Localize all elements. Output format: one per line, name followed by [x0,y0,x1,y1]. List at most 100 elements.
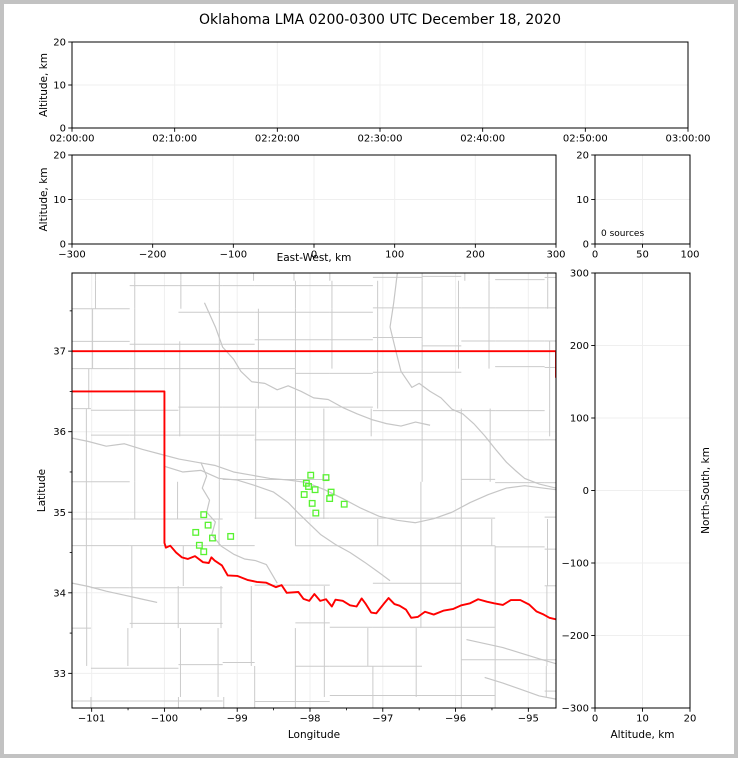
tick-labels: 0 50 100 0 10 20 [576,151,699,261]
lma-source-marker [300,491,308,498]
x-tick-label: 200 [466,250,485,261]
y-tick-label: −100 [562,559,589,570]
county-boundaries [72,273,556,708]
lma-source-marker [305,483,312,490]
y-tick-label: 20 [53,151,66,162]
ylabel-latitude: Latitude [36,468,48,513]
y-tick-label: 300 [570,269,589,280]
y-tick-label: 20 [53,38,66,49]
grid-lines [595,273,690,708]
x-tick-label: 03:00:00 [666,134,711,145]
lma-source-marker [327,488,335,496]
x-tick-label: 0 [592,250,598,261]
alt-histogram-panel: 0 50 100 0 10 20 [576,151,699,261]
x-tick-label: −101 [78,714,105,725]
y-tick-label: 100 [570,414,589,425]
x-tick-label: 02:50:00 [563,134,608,145]
y-tick-label: 36 [53,427,66,438]
y-tick-label: −300 [562,704,589,715]
y-tick-label: 0 [60,124,66,135]
y-tick-label: 33 [53,669,66,680]
grid-lines [72,42,688,128]
lma-source-marker [312,509,320,517]
x-tick-label: −100 [151,714,178,725]
lma-source-marker [192,528,200,536]
x-tick-label: 100 [680,250,699,261]
x-tick-label: −96 [445,714,466,725]
xlabel-longitude: Longitude [287,729,341,741]
axis-ticks [68,154,557,248]
lma-source-marker [326,495,334,503]
lma-source-marker [200,511,208,519]
grid-lines [72,155,556,244]
ew-height-panel: −300 −200 −100 0 100 200 300 0 10 20 [53,151,565,261]
y-tick-label: 37 [53,347,66,358]
y-tick-label: 10 [53,195,66,206]
tick-labels: −101 −100 −99 −98 −97 −96 −95 33 34 35 36 37 [53,347,539,725]
x-tick-label: 300 [546,250,565,261]
panel-border [71,272,557,709]
xlabel-east-west: East-West, km [276,252,352,264]
lma-source-marker [195,541,203,549]
x-tick-label: 02:10:00 [152,134,197,145]
y-tick-label: −200 [562,631,589,642]
lma-source-marker [204,521,212,529]
x-tick-label: −100 [220,250,247,261]
x-tick-label: −98 [299,714,320,725]
x-tick-label: −99 [227,714,248,725]
river-lines [72,273,556,700]
xlabel-altitude-right: Altitude, km [610,729,675,741]
y-tick-label: 10 [576,195,589,206]
lma-source-marker [311,486,319,494]
y-tick-label: 35 [53,508,66,519]
axis-ticks [591,272,691,712]
x-tick-label: 0 [311,250,317,261]
y-tick-label: 0 [583,486,589,497]
tick-labels: 02:00:00 02:10:00 02:20:00 02:30:00 02:40:00… [50,38,711,145]
ylabel-time-panel-altitude: Altitude, km [38,53,50,118]
axis-ticks [591,154,691,248]
lma-source-marker [340,500,348,508]
x-tick-label: −97 [372,714,393,725]
x-tick-label: 10 [636,714,649,725]
y-tick-label: 20 [576,151,589,162]
x-tick-label: 20 [684,714,697,725]
lma-source-marker [227,532,235,540]
x-tick-label: −95 [518,714,539,725]
x-tick-label: 100 [385,250,404,261]
x-tick-label: 0 [592,714,598,725]
x-tick-label: 50 [636,250,649,261]
y-tick-label: 200 [570,341,589,352]
lma-source-marker [322,474,330,482]
x-tick-label: 02:20:00 [255,134,300,145]
ylabel-ew-panel-altitude: Altitude, km [38,167,50,232]
tick-labels: 0 10 20 −300 −200 −100 0 100 200 300 [562,269,697,725]
x-tick-label: −300 [58,250,85,261]
source-count-label: 0 sources [601,229,645,239]
x-tick-label: −200 [139,250,166,261]
y-tick-label: 0 [60,240,66,251]
lma-source-marker [307,471,315,479]
y-tick-label: 0 [583,240,589,251]
figure-title: Oklahoma LMA 0200-0300 UTC December 18, … [199,12,561,28]
ns-height-panel: 0 10 20 −300 −200 −100 0 100 200 300 [562,269,697,725]
tick-labels: −300 −200 −100 0 100 200 300 0 10 20 [53,151,565,261]
lma-source-marker [308,499,316,507]
grid-lines [595,155,690,244]
time-height-panel: 02:00:00 02:10:00 02:20:00 02:30:00 02:40:00… [50,38,711,145]
map-layers [72,273,556,708]
lma-source-marker [200,548,208,556]
lma-source-marker [209,534,216,542]
ylabel-north-south: North-South, km [700,447,712,534]
axis-ticks [68,310,529,712]
state-border-line [72,350,556,621]
axis-ticks [68,41,689,132]
y-tick-label: 10 [53,81,66,92]
x-tick-label: 02:00:00 [50,134,95,145]
plan-view-panel: −101 −100 −99 −98 −97 −96 −95 33 34 35 36 37 [53,272,557,725]
x-tick-label: 02:40:00 [460,134,505,145]
x-tick-label: 02:30:00 [358,134,403,145]
source-markers [192,471,348,556]
